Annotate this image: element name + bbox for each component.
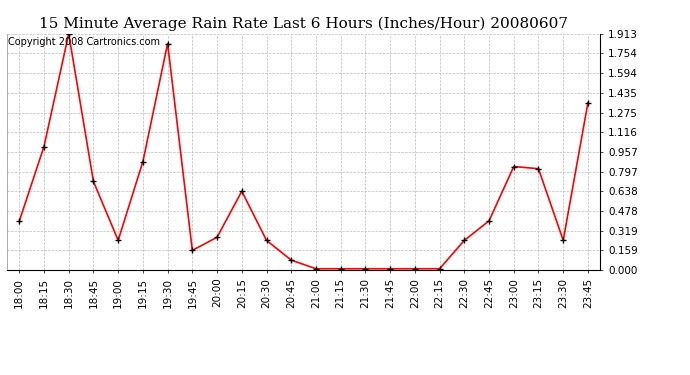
- Title: 15 Minute Average Rain Rate Last 6 Hours (Inches/Hour) 20080607: 15 Minute Average Rain Rate Last 6 Hours…: [39, 17, 568, 31]
- Text: Copyright 2008 Cartronics.com: Copyright 2008 Cartronics.com: [8, 37, 160, 47]
